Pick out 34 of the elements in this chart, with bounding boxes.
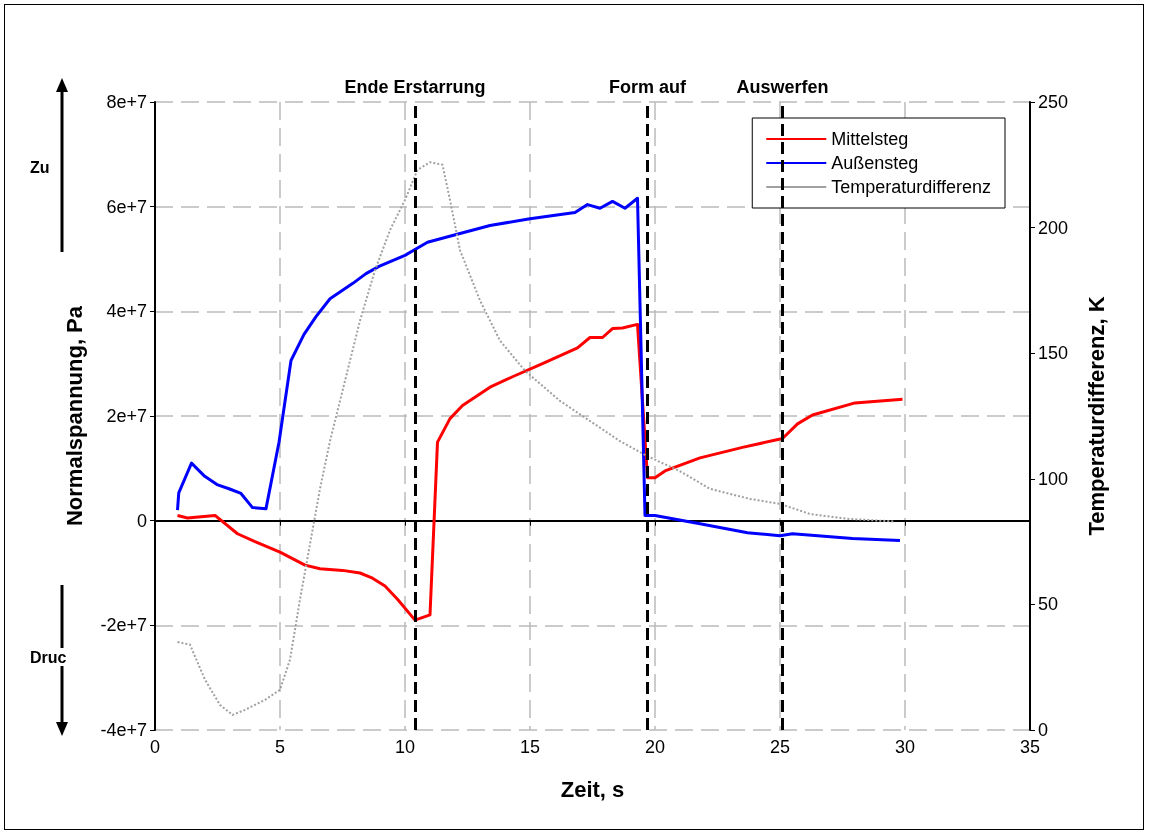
y-tick-label: 6e+7	[106, 196, 147, 217]
line-series	[176, 196, 902, 543]
y-tick-label: -4e+7	[100, 720, 147, 740]
y-tick-label: 0	[136, 510, 147, 531]
y2-axis-title: Temperaturdifferenz, K	[1083, 296, 1109, 536]
text: Druc	[30, 648, 67, 666]
line-series	[176, 322, 904, 622]
legend-label: Temperaturdifferenz	[831, 177, 991, 197]
y-axis-title: Normalspannung, Pa	[61, 305, 87, 527]
y2-tick-label: 50	[1038, 594, 1059, 615]
x-tick-label: 5	[274, 737, 286, 757]
ref-line-label: Form auf	[608, 77, 687, 97]
y2-tick-label: 150	[1038, 343, 1069, 364]
legend-label: Außensteg	[831, 153, 919, 173]
y2-tick-label: 250	[1038, 92, 1069, 112]
x-tick-label: 15	[519, 737, 541, 757]
y2-tick-label: 100	[1038, 468, 1069, 489]
y-tick-label: 8e+7	[106, 92, 147, 112]
x-tick-label: 0	[149, 737, 161, 757]
y-tick-label: 2e+7	[106, 406, 147, 426]
ref-line-label: Ende Erstarrung	[344, 77, 486, 97]
ref-line-label: Auswerfen	[736, 77, 829, 97]
x-axis-title: Zeit, s	[560, 776, 625, 802]
x-tick-label: 20	[644, 737, 666, 757]
x-tick-label: 30	[894, 737, 916, 757]
y-tick-label: -2e+7	[100, 615, 147, 636]
y2-tick-label: 200	[1038, 217, 1069, 238]
x-tick-label: 10	[394, 737, 416, 757]
y-tick-label: 4e+7	[106, 301, 147, 322]
x-tick-label: 25	[769, 737, 791, 757]
y2-tick-label: 0	[1038, 720, 1049, 740]
x-tick-label: 35	[1019, 737, 1041, 757]
text: Zu	[30, 158, 50, 176]
legend-label: Mittelsteg	[831, 129, 909, 149]
